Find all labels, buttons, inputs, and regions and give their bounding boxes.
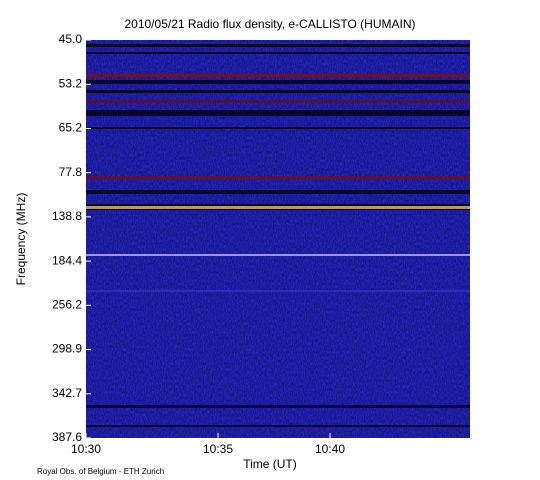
y-tick-label: 184.4 — [52, 253, 82, 267]
y-axis-label: Frequency (MHz) — [14, 193, 28, 286]
y-tick-label: 65.2 — [59, 121, 83, 135]
x-tick-label: 10:30 — [71, 442, 101, 456]
y-tick-label: 256.2 — [52, 298, 82, 312]
y-tick-label: 387.6 — [52, 430, 82, 444]
y-tick-label: 53.2 — [59, 76, 83, 90]
x-axis-label: Time (UT) — [243, 457, 297, 471]
y-tick-label: 298.9 — [52, 342, 82, 356]
x-tick-label: 10:35 — [203, 442, 233, 456]
y-tick-label: 77.8 — [59, 165, 83, 179]
chart-title: 2010/05/21 Radio flux density, e-CALLIST… — [124, 17, 415, 31]
y-tick-label: 45.0 — [59, 32, 83, 46]
x-tick-label: 10:40 — [315, 442, 345, 456]
footer: Royal Obs. of Belgium - ETH Zurich — [37, 467, 164, 476]
y-tick-label: 138.8 — [52, 209, 82, 223]
y-tick-label: 342.7 — [52, 386, 82, 400]
spectrogram-image — [86, 40, 470, 438]
